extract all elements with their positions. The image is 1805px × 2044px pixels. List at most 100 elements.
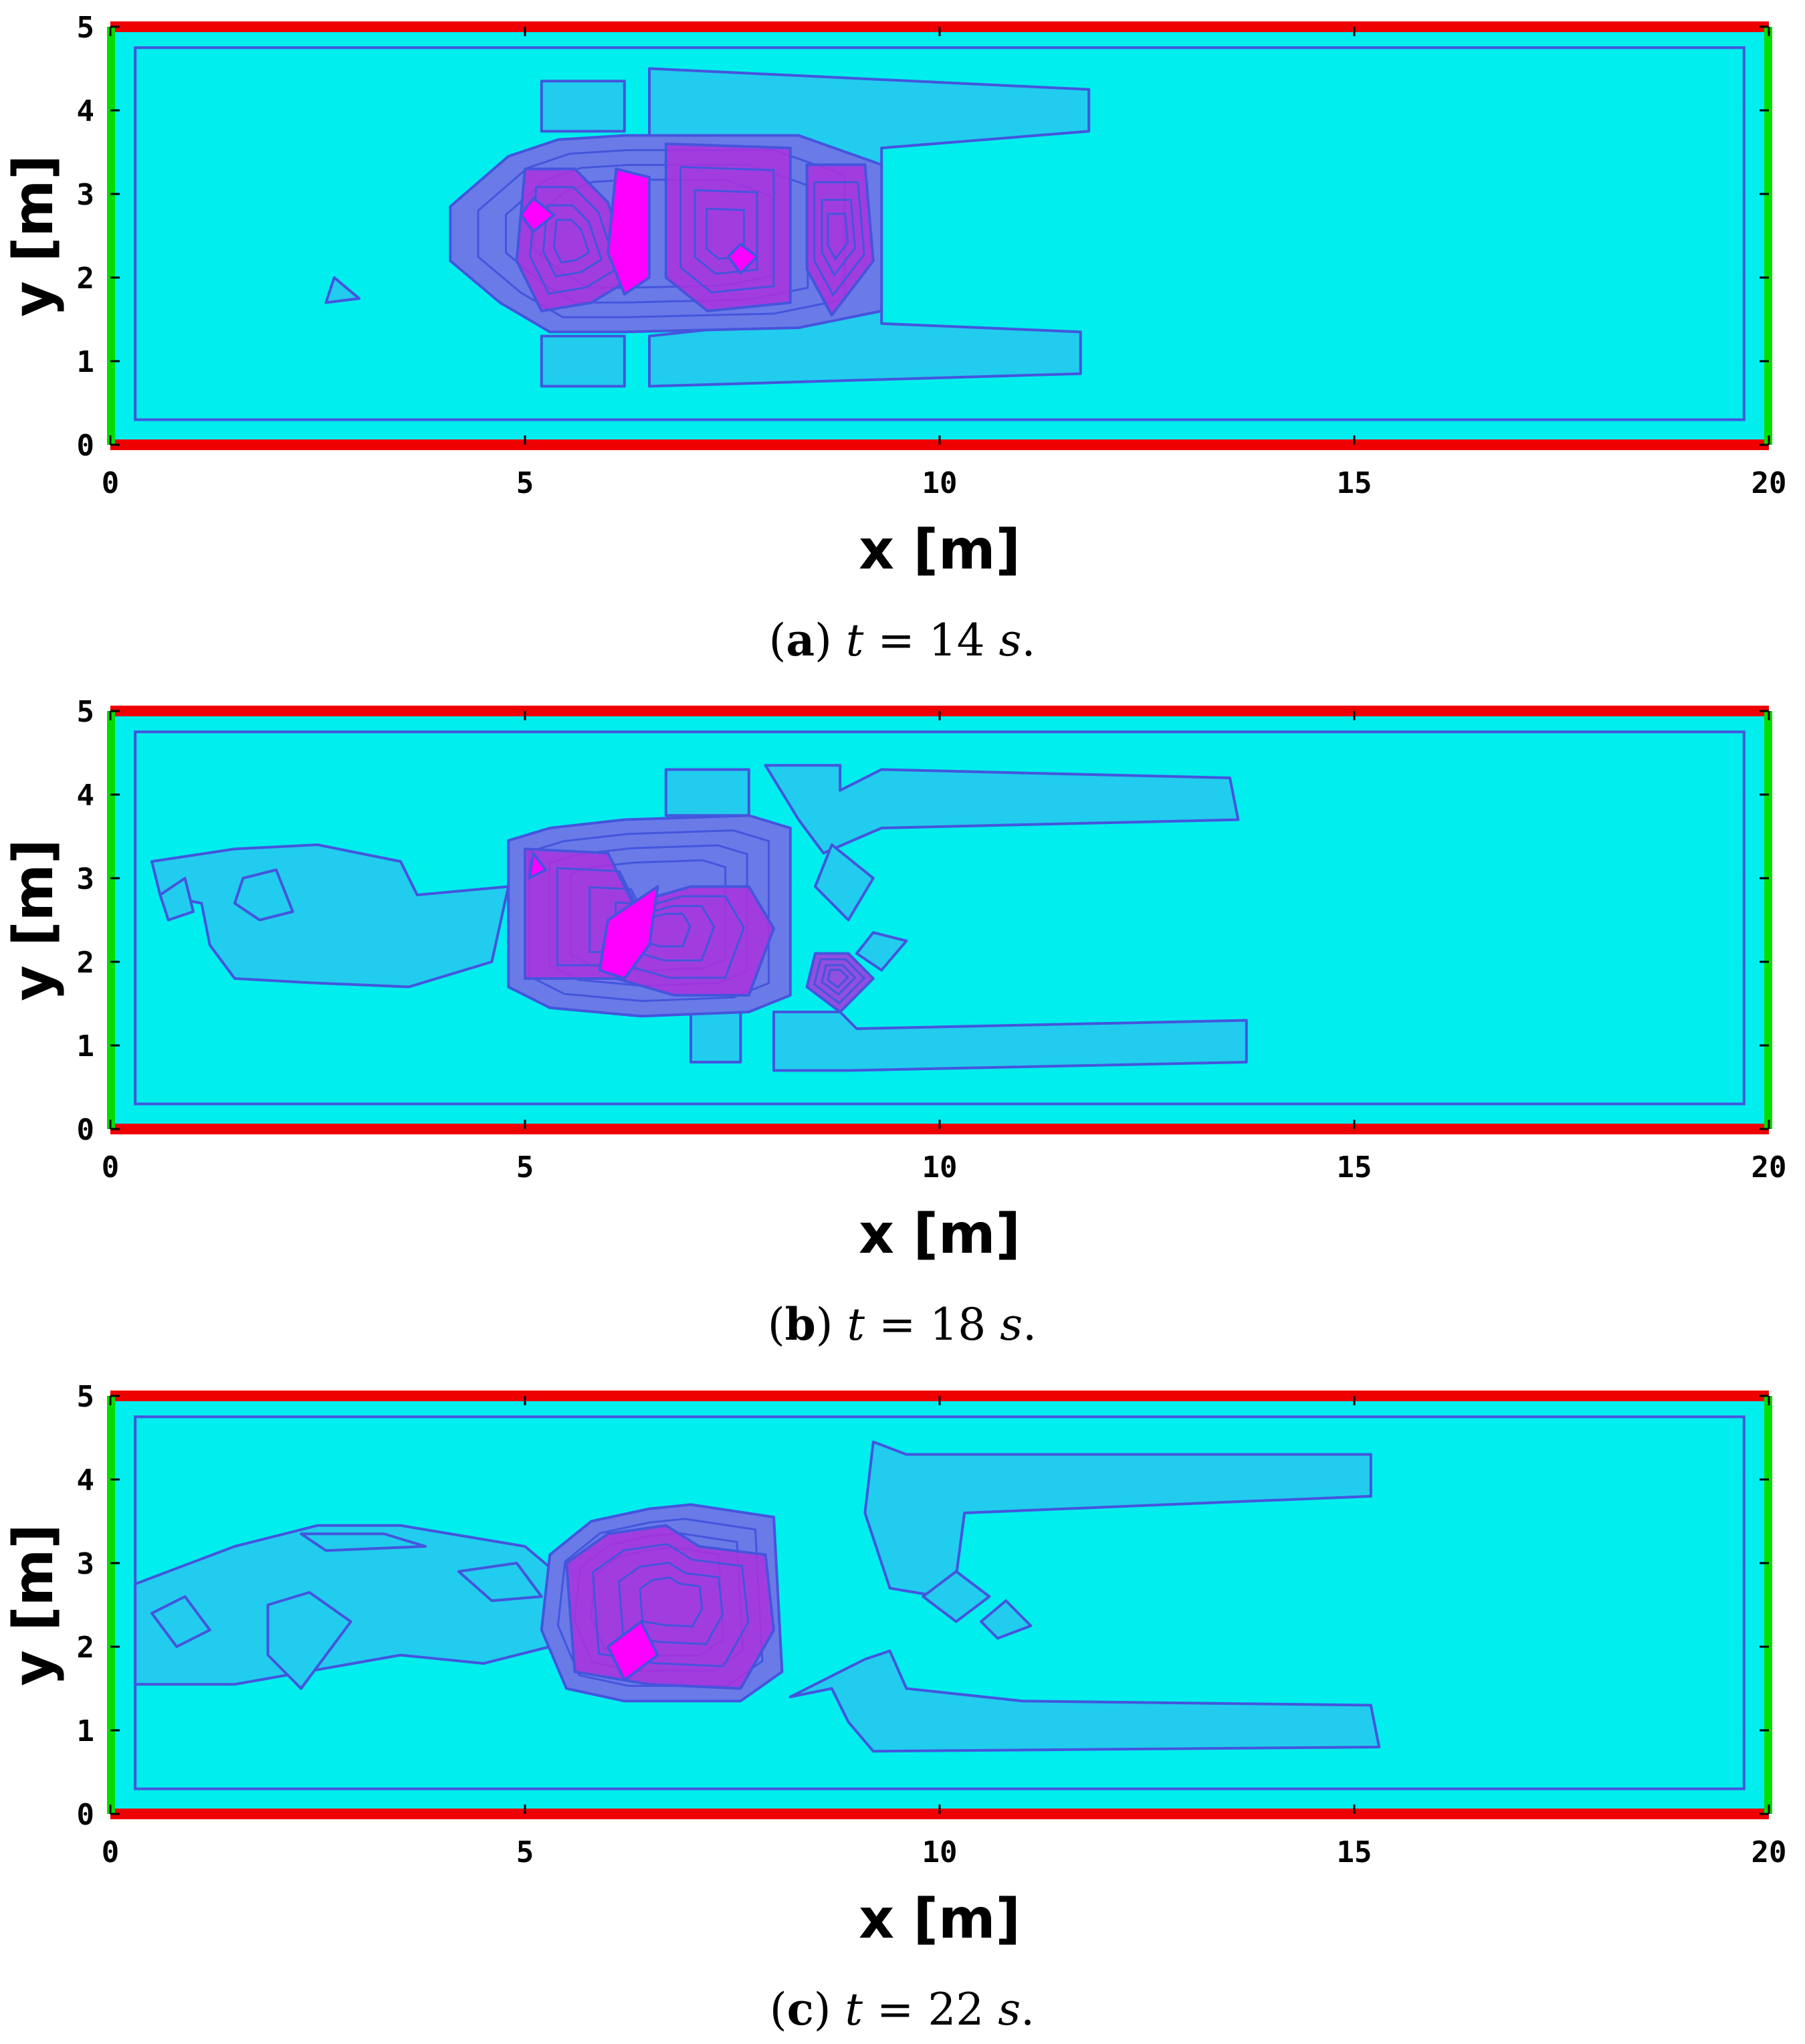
caption-c: (c) t = 22 s. — [770, 1983, 1035, 2035]
contour-islet-p1-11 — [855, 931, 908, 972]
caption-c-unit: s — [998, 1984, 1021, 2035]
contour-level-p0-5-2 — [552, 219, 591, 264]
x-tick-label-p0-1: 5 — [516, 466, 534, 500]
caption-b: (b) t = 18 s. — [768, 1298, 1037, 1350]
wall-right-p2 — [1764, 1396, 1772, 1814]
contour-level-p0-7-0 — [813, 181, 865, 298]
x-tick-label-p0-2: 10 — [922, 466, 958, 500]
contour-peak-p1-7 — [598, 885, 659, 980]
caption-b-letter: b — [785, 1298, 816, 1350]
contour-level-p0-6-1 — [694, 189, 758, 275]
y-axis-label-p2: y [m] — [2, 1524, 66, 1685]
y-axis-label-p1: y [m] — [2, 839, 66, 1001]
contour-wake-p2-2 — [788, 1649, 1381, 1753]
y-tick-label-p1-4: 4 — [77, 779, 95, 813]
x-tick-label-p1-1: 5 — [516, 1150, 534, 1185]
contour-core-p0-5 — [515, 167, 635, 312]
contour-wake-p0-3 — [540, 334, 626, 388]
panel-a: 0 5 10 15 20 0 1 2 3 4 5 x [m] y [m] — [2, 11, 1786, 582]
contour-level-p0-5-1 — [542, 204, 603, 278]
contour-level-p0-6-0 — [679, 166, 775, 294]
panel-c: 0 5 10 15 20 0 1 2 3 4 5 x [m] y [m] — [2, 1380, 1786, 1951]
caption-a-letter: a — [786, 614, 815, 666]
x-tick-label-p2-2: 10 — [922, 1835, 958, 1869]
domain-outline-p1 — [134, 730, 1745, 1106]
caption-b-unit: s — [1000, 1299, 1023, 1350]
contour-islet-p2-6 — [457, 1562, 543, 1603]
x-tick-label-p1-3: 15 — [1337, 1150, 1372, 1185]
wall-left-p1 — [107, 711, 115, 1129]
wall-right-p1 — [1764, 711, 1772, 1129]
y-tick-label-p0-1: 1 — [77, 345, 95, 379]
y-tick-label-p2-1: 1 — [77, 1714, 95, 1748]
contour-wake-p1-3 — [772, 1011, 1248, 1072]
contour-islet-p1-13 — [158, 877, 195, 922]
x-tick-label-p2-1: 5 — [516, 1835, 534, 1869]
x-axis-label-p0: x [m] — [859, 518, 1021, 582]
y-tick-label-p0-0: 0 — [77, 429, 95, 463]
contour-level-p0-7-2 — [827, 213, 849, 262]
x-tick-label-p2-4: 20 — [1751, 1835, 1787, 1869]
contour-peak-p0-9 — [519, 197, 556, 233]
contour-wake-p1-2 — [689, 1011, 742, 1063]
x-tick-label-p2-3: 15 — [1337, 1835, 1372, 1869]
y-tick-label-p1-2: 2 — [77, 946, 95, 980]
contour-wake-p1-1 — [764, 764, 1240, 855]
x-tick-label-p0-3: 15 — [1337, 466, 1372, 500]
x-axis-label-p2: x [m] — [859, 1887, 1021, 1951]
wall-left-p2 — [107, 1396, 115, 1814]
contour-level-p2-3-0 — [556, 1518, 764, 1688]
contour-level-p0-5-0 — [528, 186, 619, 295]
contour-wake-p1-0 — [664, 768, 750, 817]
contour-level-p1-9-2 — [827, 968, 849, 989]
contour-islet-p1-12 — [233, 868, 294, 922]
y-tick-label-p1-1: 1 — [77, 1029, 95, 1063]
caption-b-time: 18 — [930, 1299, 986, 1350]
y-tick-label-p0-3: 3 — [77, 178, 95, 212]
x-tick-label-p2-0: 0 — [102, 1835, 120, 1869]
caption-a-time: 14 — [929, 615, 985, 666]
caption-a: (a) t = 14 s. — [769, 614, 1036, 666]
contour-level-p0-7-1 — [821, 199, 857, 278]
x-tick-label-p1-2: 10 — [922, 1150, 958, 1185]
y-tick-label-p2-2: 2 — [77, 1631, 95, 1665]
contour-islet-p2-10 — [980, 1599, 1033, 1640]
contour-islet-p1-10 — [814, 843, 875, 922]
contour-islet-p0-11 — [324, 276, 360, 304]
contour-islet-p2-7 — [266, 1591, 352, 1690]
contour-core-p1-9 — [805, 952, 875, 1013]
y-axis-label-p0: y [m] — [2, 155, 66, 316]
x-tick-label-p0-0: 0 — [102, 466, 120, 500]
contour-peak-p0-10 — [726, 243, 759, 275]
contour-peak-p2-5 — [607, 1620, 659, 1681]
y-tick-label-p2-3: 3 — [77, 1547, 95, 1581]
contour-islet-p2-11 — [300, 1532, 427, 1552]
y-tick-label-p1-3: 3 — [77, 862, 95, 896]
x-tick-label-p1-0: 0 — [102, 1150, 120, 1185]
y-tick-label-p0-2: 2 — [77, 262, 95, 296]
y-tick-label-p1-5: 5 — [77, 695, 95, 729]
contour-wake-p2-1 — [863, 1440, 1372, 1598]
contour-core-p0-6 — [664, 142, 792, 312]
y-tick-label-p1-0: 0 — [77, 1113, 95, 1147]
x-tick-label-p0-4: 20 — [1751, 466, 1787, 500]
wall-left-p0 — [107, 27, 115, 445]
contour-peak-p0-8 — [607, 167, 651, 296]
contour-wake-p0-0 — [540, 80, 626, 133]
y-tick-label-p0-4: 4 — [77, 94, 95, 128]
x-tick-label-p1-4: 20 — [1751, 1150, 1787, 1185]
wall-right-p0 — [1764, 27, 1772, 445]
y-tick-label-p0-5: 5 — [77, 11, 95, 45]
contour-level-p1-9-0 — [813, 958, 866, 1005]
contour-islet-p2-9 — [922, 1570, 991, 1623]
y-tick-label-p2-5: 5 — [77, 1380, 95, 1414]
caption-c-time: 22 — [928, 1984, 984, 2035]
contour-peak-p1-8 — [528, 851, 547, 880]
domain-outline-p0 — [134, 46, 1745, 421]
panel-b: 0 5 10 15 20 0 1 2 3 4 5 x [m] y [m] — [2, 695, 1786, 1266]
contour-level-p2-4-2 — [639, 1576, 704, 1628]
y-tick-label-p2-4: 4 — [77, 1463, 95, 1498]
contour-level-p1-5-0 — [528, 829, 770, 1003]
y-tick-label-p2-0: 0 — [77, 1798, 95, 1832]
